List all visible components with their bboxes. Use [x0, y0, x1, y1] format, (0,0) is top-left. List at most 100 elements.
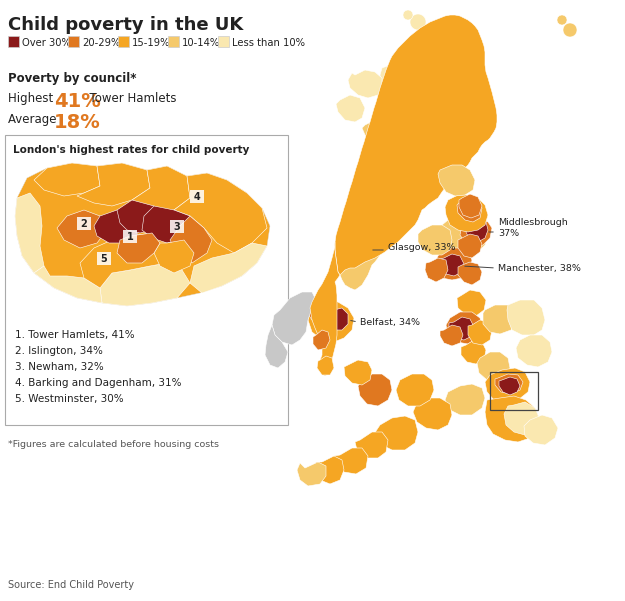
Polygon shape: [154, 240, 194, 273]
Text: 1: 1: [127, 232, 133, 242]
Polygon shape: [458, 234, 482, 258]
Polygon shape: [94, 210, 140, 243]
Polygon shape: [77, 163, 150, 206]
Text: Middlesbrough
37%: Middlesbrough 37%: [498, 218, 568, 238]
Bar: [68, 36, 79, 47]
Circle shape: [442, 32, 454, 44]
Polygon shape: [504, 402, 540, 435]
Polygon shape: [425, 258, 448, 282]
Polygon shape: [308, 304, 326, 322]
Polygon shape: [297, 462, 326, 486]
Text: Poverty by council*: Poverty by council*: [8, 72, 136, 85]
Polygon shape: [418, 225, 452, 255]
Bar: [123, 230, 137, 243]
Polygon shape: [80, 233, 177, 288]
Polygon shape: [142, 206, 194, 243]
Text: Child poverty in the UK: Child poverty in the UK: [8, 16, 243, 34]
Text: 4. Barking and Dagenham, 31%: 4. Barking and Dagenham, 31%: [15, 378, 181, 388]
Polygon shape: [385, 190, 408, 210]
Polygon shape: [308, 300, 354, 342]
Bar: [97, 252, 111, 265]
Polygon shape: [466, 218, 488, 242]
Polygon shape: [437, 215, 488, 260]
Polygon shape: [499, 377, 520, 395]
Polygon shape: [457, 198, 482, 222]
Text: 4: 4: [194, 192, 201, 202]
Polygon shape: [34, 163, 100, 196]
Polygon shape: [524, 415, 558, 445]
Polygon shape: [435, 248, 472, 280]
Polygon shape: [315, 456, 344, 484]
Text: 3. Newham, 32%: 3. Newham, 32%: [15, 362, 104, 372]
Polygon shape: [100, 263, 190, 306]
Polygon shape: [438, 165, 475, 196]
Polygon shape: [117, 200, 160, 233]
Text: 18%: 18%: [54, 113, 101, 132]
Polygon shape: [483, 305, 516, 334]
Polygon shape: [334, 448, 368, 474]
Polygon shape: [402, 190, 424, 212]
Text: 41%: 41%: [54, 92, 101, 111]
Circle shape: [433, 25, 443, 35]
Text: Highest: Highest: [8, 92, 61, 105]
Bar: [170, 220, 184, 233]
Polygon shape: [15, 193, 44, 273]
Text: London's highest rates for child poverty: London's highest rates for child poverty: [13, 145, 249, 155]
Bar: [77, 217, 91, 230]
Polygon shape: [449, 317, 474, 340]
Polygon shape: [459, 194, 482, 218]
Polygon shape: [174, 173, 267, 253]
Polygon shape: [445, 384, 485, 415]
Polygon shape: [272, 292, 316, 345]
Text: Less than 10%: Less than 10%: [232, 37, 305, 47]
Polygon shape: [468, 320, 492, 345]
Bar: [8, 36, 19, 47]
Polygon shape: [265, 325, 288, 368]
Polygon shape: [440, 325, 463, 346]
Polygon shape: [495, 374, 523, 394]
Text: Source: End Child Poverty: Source: End Child Poverty: [8, 580, 134, 590]
Bar: [5, 135, 288, 425]
Polygon shape: [15, 163, 270, 306]
Polygon shape: [426, 125, 448, 152]
Polygon shape: [376, 95, 408, 122]
Polygon shape: [117, 233, 160, 263]
Polygon shape: [485, 396, 540, 442]
Text: 5: 5: [101, 254, 107, 264]
Polygon shape: [317, 356, 334, 375]
Text: Average: Average: [8, 113, 64, 126]
Polygon shape: [441, 254, 464, 276]
Polygon shape: [445, 195, 488, 232]
Text: 3: 3: [174, 222, 181, 232]
Bar: [168, 36, 179, 47]
Polygon shape: [458, 262, 482, 285]
Polygon shape: [132, 166, 190, 213]
Polygon shape: [310, 242, 340, 376]
Polygon shape: [358, 374, 392, 406]
Polygon shape: [362, 120, 392, 145]
Text: Glasgow, 33%: Glasgow, 33%: [388, 243, 456, 252]
Bar: [118, 36, 129, 47]
Text: 2. Islington, 34%: 2. Islington, 34%: [15, 346, 103, 356]
Polygon shape: [461, 340, 486, 364]
Bar: [218, 36, 229, 47]
Polygon shape: [380, 60, 415, 95]
Text: Over 30%: Over 30%: [22, 37, 71, 47]
Polygon shape: [57, 210, 107, 248]
Polygon shape: [338, 50, 468, 290]
Polygon shape: [507, 300, 545, 335]
Polygon shape: [328, 308, 348, 330]
Text: Belfast, 34%: Belfast, 34%: [360, 317, 420, 326]
Polygon shape: [313, 330, 330, 350]
Polygon shape: [356, 230, 382, 258]
Text: *Figures are calculated before housing costs: *Figures are calculated before housing c…: [8, 440, 219, 449]
Circle shape: [557, 15, 567, 25]
Polygon shape: [190, 243, 267, 293]
Text: 15-19%: 15-19%: [132, 37, 171, 47]
Polygon shape: [374, 416, 418, 450]
Text: 5. Westminster, 30%: 5. Westminster, 30%: [15, 394, 124, 404]
Polygon shape: [170, 216, 212, 263]
Bar: [490, 372, 538, 410]
Circle shape: [451, 24, 459, 32]
Text: 2: 2: [81, 219, 88, 229]
